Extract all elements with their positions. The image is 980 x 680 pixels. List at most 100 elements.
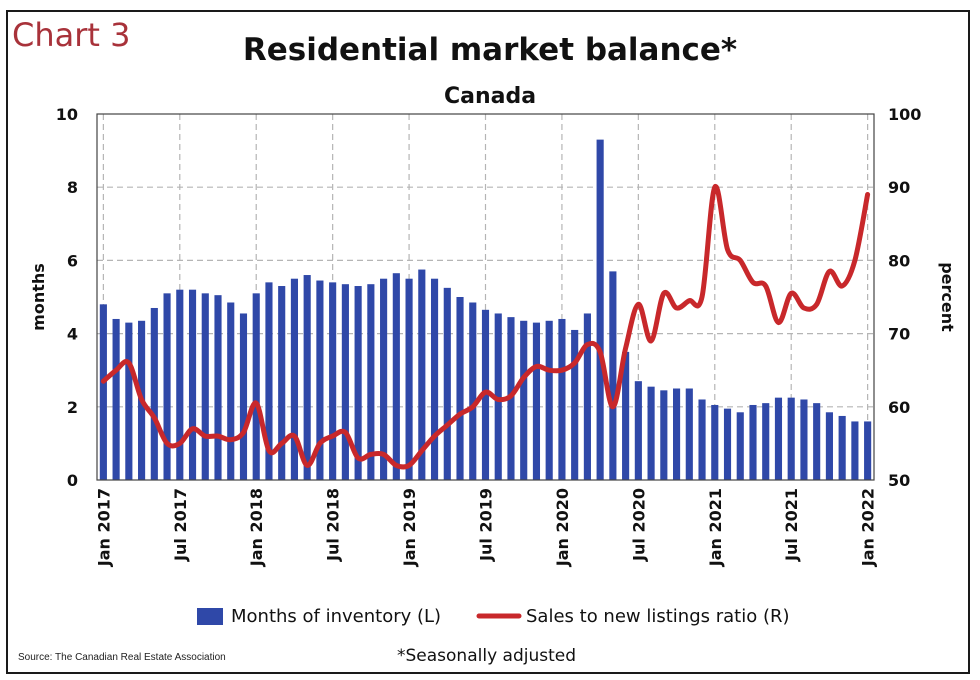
bar — [685, 388, 693, 480]
left-tick-label: 6 — [67, 251, 78, 270]
bar — [660, 390, 668, 480]
bar — [634, 381, 642, 480]
bar-series — [99, 139, 872, 480]
left-tick-label: 8 — [67, 178, 78, 197]
bar — [736, 412, 744, 480]
bar — [367, 284, 375, 480]
bar — [201, 293, 209, 480]
bar — [851, 421, 859, 480]
bar — [813, 403, 821, 480]
x-tick-label: Jan 2020 — [553, 488, 572, 567]
bar — [456, 297, 464, 480]
source-note: Source: The Canadian Real Estate Associa… — [18, 652, 226, 663]
x-tick-label: Jan 2021 — [706, 488, 725, 567]
left-tick-label: 10 — [56, 105, 78, 124]
x-tick-label: Jul 2017 — [171, 488, 190, 562]
right-axis-title: percent — [938, 262, 957, 332]
right-tick-label: 100 — [888, 105, 921, 124]
bar — [622, 351, 630, 480]
chart-number: Chart 3 — [12, 16, 131, 54]
right-tick-label: 80 — [888, 251, 910, 270]
bar — [583, 313, 591, 480]
right-tick-label: 70 — [888, 325, 910, 344]
footnote: *Seasonally adjusted — [397, 646, 577, 666]
bar — [188, 289, 197, 480]
chart-title: Residential market balance* — [242, 32, 738, 68]
bar — [787, 397, 795, 480]
right-tick-label: 60 — [888, 398, 910, 417]
bar — [672, 388, 681, 480]
bar — [405, 278, 413, 480]
bar — [762, 403, 770, 480]
bar — [354, 286, 362, 480]
bar — [99, 304, 107, 480]
bar — [239, 313, 248, 480]
bar — [443, 287, 451, 480]
bar — [316, 280, 324, 480]
ratio-line — [100, 184, 871, 470]
bar — [418, 269, 426, 480]
bar — [494, 313, 502, 480]
x-tick-label: Jan 2018 — [247, 488, 266, 567]
bar — [278, 286, 286, 480]
right-tick-label: 50 — [888, 471, 910, 490]
bar — [303, 275, 311, 480]
x-tick-label: Jul 2020 — [629, 488, 648, 562]
left-tick-label: 4 — [67, 325, 78, 344]
bar — [112, 318, 120, 480]
bar — [723, 408, 732, 480]
x-tick-label: Jan 2017 — [94, 488, 113, 567]
bar — [609, 271, 617, 480]
bar — [825, 412, 833, 480]
bar — [558, 318, 566, 480]
chart-subtitle: Canada — [443, 84, 537, 109]
bar — [647, 386, 655, 480]
left-tick-label: 0 — [67, 471, 78, 490]
bar — [163, 293, 171, 480]
bar — [252, 293, 260, 480]
bar — [380, 278, 388, 480]
bar — [864, 421, 872, 480]
bar — [392, 273, 400, 480]
bar — [150, 307, 158, 480]
left-axis-title: months — [29, 263, 48, 331]
x-tick-label: Jan 2019 — [400, 488, 419, 567]
bar — [329, 282, 337, 480]
right-tick-label: 90 — [888, 178, 910, 197]
bar — [571, 329, 579, 480]
bar — [214, 295, 222, 480]
x-tick-label: Jan 2022 — [859, 488, 878, 567]
x-tick-label: Jul 2019 — [477, 488, 496, 562]
right-y-ticks: 50 60 70 80 90 100 — [888, 105, 921, 490]
bar — [469, 302, 477, 480]
bar — [838, 415, 846, 480]
bar — [341, 284, 349, 480]
bar — [520, 320, 528, 480]
bar — [430, 278, 439, 480]
bar — [749, 404, 757, 480]
bar — [176, 289, 184, 480]
bar — [545, 320, 553, 480]
plot-area — [96, 113, 875, 481]
x-tick-label: Jul 2018 — [324, 488, 343, 562]
bar — [125, 322, 133, 480]
bar — [698, 399, 706, 480]
legend-bar-swatch — [197, 608, 223, 625]
x-ticks: Jan 2017 Jul 2017 Jan 2018 Jul 2018 Jan 2019… — [94, 488, 877, 567]
legend: Months of inventory (L) Sales to new lis… — [197, 606, 790, 627]
bar — [774, 397, 783, 480]
plot-border — [96, 113, 875, 481]
bar — [227, 302, 235, 480]
line-series — [100, 184, 871, 470]
bar — [532, 322, 541, 480]
left-y-ticks: 0 2 4 6 8 10 — [56, 105, 78, 490]
legend-line-label: Sales to new listings ratio (R) — [526, 606, 790, 627]
bar — [800, 399, 808, 480]
bar — [596, 139, 604, 480]
bar — [290, 278, 299, 480]
bar — [711, 404, 719, 480]
x-tick-label: Jul 2021 — [782, 488, 801, 562]
bar — [265, 282, 273, 480]
left-tick-label: 2 — [67, 398, 78, 417]
